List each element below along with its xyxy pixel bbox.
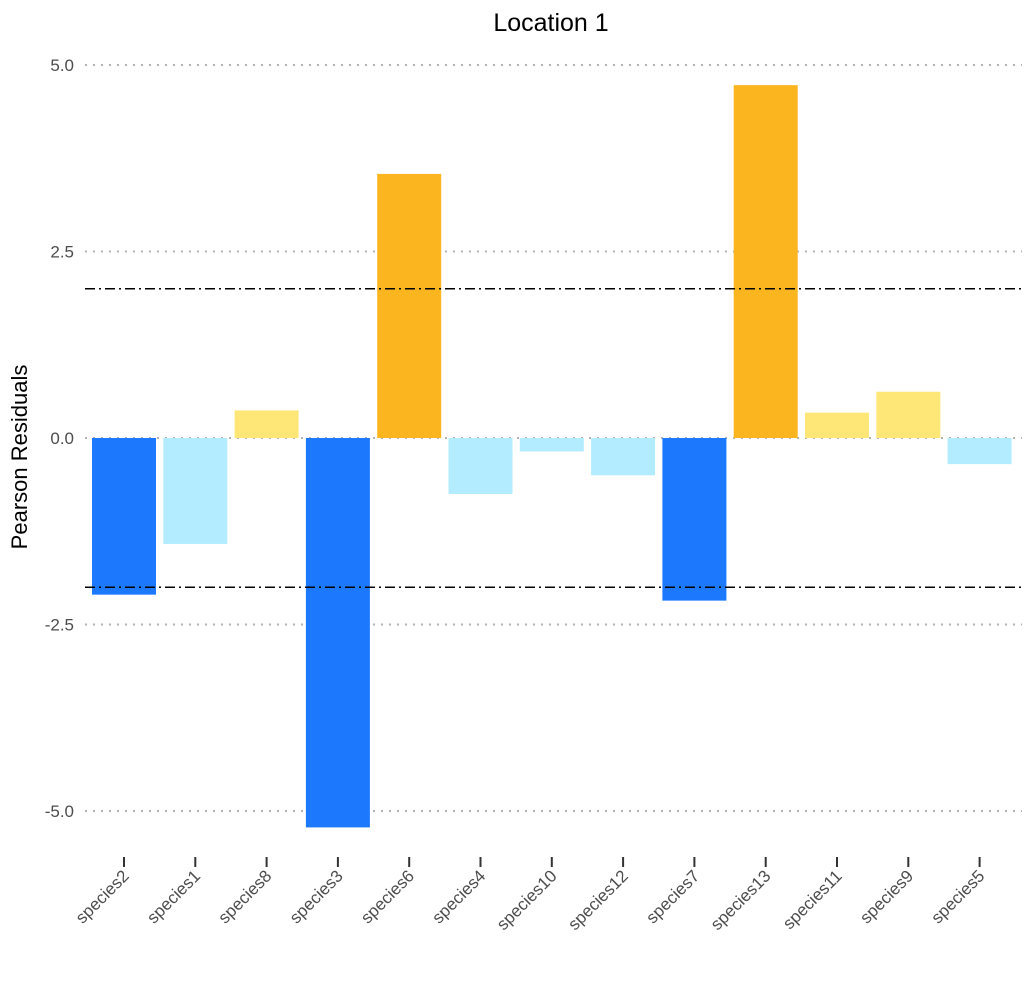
y-tick-label: -2.5 [45,616,74,635]
bar-species1 [163,438,228,544]
bar-species13 [733,85,798,438]
x-tick-label: species7 [642,866,703,927]
bar-species12 [591,438,656,476]
bar-species11 [805,412,869,438]
bars [92,85,1012,828]
bar-species8 [234,410,299,438]
bar-species6 [377,173,442,438]
bar-species3 [305,438,370,828]
x-tick-label: species8 [215,866,276,927]
x-tick-label: species13 [707,866,775,934]
y-axis-ticks: 5.0 2.5 0.0 -2.5 -5.0 [45,56,74,821]
y-tick-label: -5.0 [45,802,74,821]
bar-species10 [519,438,584,452]
y-tick-label: 0.0 [50,429,74,448]
x-tick-label: species3 [286,866,347,927]
y-tick-label: 2.5 [50,243,74,262]
x-tick-label: species9 [856,866,917,927]
bar-species5 [947,438,1012,465]
x-tick-label: species10 [493,866,561,934]
x-tick-label: species5 [928,866,989,927]
x-tick-label: species12 [564,866,632,934]
x-tick-label: species6 [357,866,418,927]
x-tick-label: species4 [428,866,489,927]
x-tick-label: species2 [72,866,133,927]
chart-title: Location 1 [493,9,608,37]
bar-species4 [448,438,513,494]
bar-species7 [662,438,727,601]
x-axis-ticks: species2 species1 species8 species3 species6… [72,857,988,934]
reference-lines [85,288,1022,588]
x-tick-label: species1 [143,866,204,927]
y-axis-label: Pearson Residuals [7,365,32,550]
x-tick-label: species11 [779,866,846,933]
bar-species2 [92,438,156,595]
bar-species9 [876,391,941,438]
y-tick-label: 5.0 [50,56,74,75]
